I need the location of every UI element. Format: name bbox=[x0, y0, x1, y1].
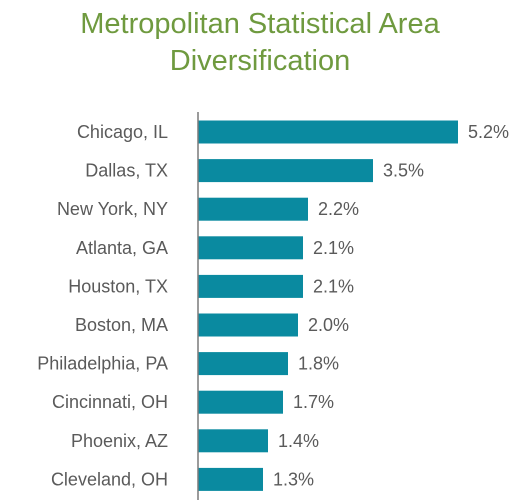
category-label: Dallas, TX bbox=[85, 161, 168, 181]
value-label: 2.1% bbox=[313, 238, 354, 258]
category-label: New York, NY bbox=[57, 199, 168, 219]
bar bbox=[198, 313, 298, 337]
bar bbox=[198, 159, 373, 183]
category-label: Cincinnati, OH bbox=[52, 392, 168, 412]
bar bbox=[198, 197, 308, 221]
category-label: Cleveland, OH bbox=[51, 469, 168, 489]
bar bbox=[198, 274, 303, 298]
bar bbox=[198, 120, 458, 144]
value-label: 2.0% bbox=[308, 315, 349, 335]
bar bbox=[198, 236, 303, 260]
bar bbox=[198, 352, 288, 376]
bar bbox=[198, 467, 263, 491]
category-label: Philadelphia, PA bbox=[37, 354, 168, 374]
category-label: Houston, TX bbox=[68, 276, 168, 296]
chart-title-line-2: Diversification bbox=[169, 45, 351, 77]
bar bbox=[198, 390, 283, 414]
value-label: 1.7% bbox=[293, 392, 334, 412]
value-label: 1.3% bbox=[273, 469, 314, 489]
value-label: 5.2% bbox=[468, 122, 509, 142]
value-label: 2.2% bbox=[318, 199, 359, 219]
bars-layer: Chicago, IL 5.2% Dallas, TX 3.5% New York, N… bbox=[37, 120, 509, 491]
category-label: Phoenix, AZ bbox=[71, 431, 168, 451]
bar bbox=[198, 429, 268, 453]
value-label: 1.4% bbox=[278, 431, 319, 451]
chart-title-line-1: Metropolitan Statistical Area bbox=[80, 8, 440, 40]
category-label: Chicago, IL bbox=[77, 122, 168, 142]
value-label: 3.5% bbox=[383, 161, 424, 181]
category-label: Boston, MA bbox=[75, 315, 168, 335]
value-label: 1.8% bbox=[298, 354, 339, 374]
chart-title: Metropolitan Statistical Area Diversific… bbox=[0, 6, 520, 80]
category-label: Atlanta, GA bbox=[76, 238, 168, 258]
value-label: 2.1% bbox=[313, 276, 354, 296]
